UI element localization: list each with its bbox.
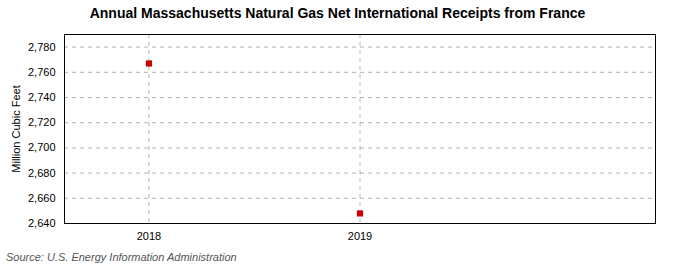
svg-text:2,640: 2,640	[28, 217, 56, 229]
svg-text:2019: 2019	[348, 230, 372, 242]
svg-text:Million Cubic Feet: Million Cubic Feet	[10, 85, 22, 172]
svg-text:2,740: 2,740	[28, 91, 56, 103]
svg-text:2,680: 2,680	[28, 167, 56, 179]
svg-text:2,660: 2,660	[28, 192, 56, 204]
svg-text:2,780: 2,780	[28, 41, 56, 53]
svg-text:2,760: 2,760	[28, 66, 56, 78]
html-text:Source: U.S. Energy Informatio: Source: U.S. Energy Information Administ…	[6, 251, 237, 263]
svg-text:2,700: 2,700	[28, 141, 56, 153]
html-text:Annual Massachusetts Natural G: Annual Massachusetts Natural Gas Net Int…	[89, 5, 586, 21]
svg-text:2,720: 2,720	[28, 116, 56, 128]
svg-text:2018: 2018	[137, 230, 161, 242]
